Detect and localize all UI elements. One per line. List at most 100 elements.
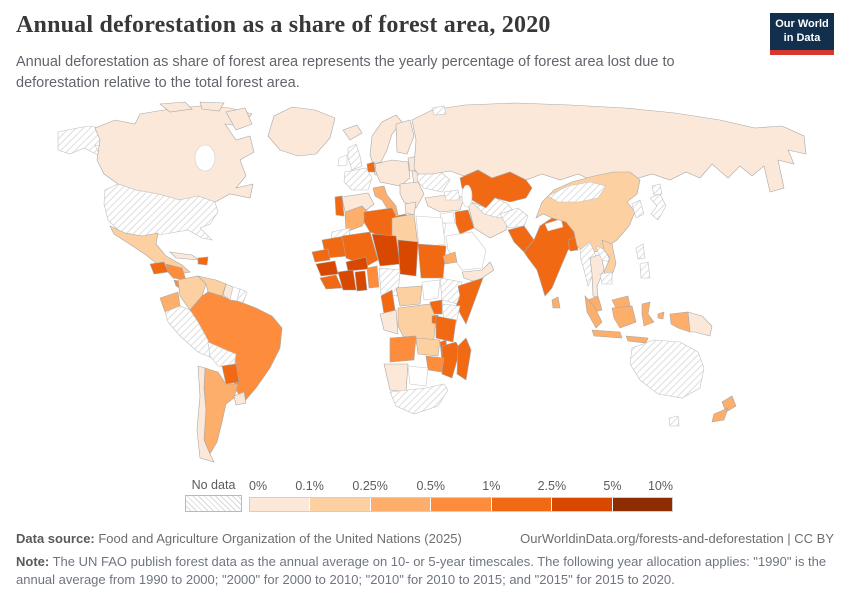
country-cambodia[interactable] [600,272,612,284]
country-canada-baffin[interactable] [226,108,252,130]
legend-bin[interactable] [611,498,672,511]
country-ireland[interactable] [338,155,347,166]
legend-bin[interactable] [551,498,612,511]
legend-bin[interactable] [430,498,491,511]
country-united-kingdom[interactable] [348,144,362,170]
country-france[interactable] [344,168,372,190]
country-canada-islands-1[interactable] [160,102,192,112]
country-chad[interactable] [398,240,418,276]
country-bangladesh[interactable] [568,237,578,251]
country-mali[interactable] [342,232,378,266]
country-somalia[interactable] [456,278,483,324]
country-indonesia-moluccas[interactable] [658,312,664,319]
owid-url-link[interactable]: OurWorldinData.org/forests-and-deforesta… [520,531,834,546]
owid-logo-line2: in Data [783,31,821,44]
country-netherlands[interactable] [367,162,375,172]
country-japan-honshu[interactable] [650,194,666,220]
country-greenland[interactable] [268,107,335,156]
country-paraguay[interactable] [222,364,239,384]
legend-bin[interactable] [490,498,552,511]
chart-subtitle: Annual deforestation as share of forest … [16,54,675,91]
country-papua-new-guinea[interactable] [688,312,712,336]
country-zambia[interactable] [416,338,440,356]
country-botswana[interactable] [408,366,428,386]
legend-bin[interactable] [309,498,370,511]
country-cote-divoire[interactable] [338,270,356,290]
country-angola[interactable] [390,336,416,362]
country-indonesia-java[interactable] [592,330,622,338]
country-eritrea[interactable] [443,252,457,264]
country-niger[interactable] [372,234,400,266]
country-south-africa[interactable] [390,384,448,414]
country-indonesia-west-papua[interactable] [670,312,690,332]
country-kazakhstan[interactable] [460,170,532,208]
datasource-text: Food and Agriculture Organization of the… [94,531,462,546]
country-yemen-oman[interactable] [462,262,494,282]
note-label: Note: [16,554,50,569]
country-nepal[interactable] [545,219,563,231]
country-uruguay[interactable] [234,392,246,405]
owid-logo[interactable]: Our World in Data [770,13,834,55]
country-sri-lanka[interactable] [552,297,560,308]
country-cuba[interactable] [170,252,199,260]
country-madagascar[interactable] [457,338,471,380]
country-indonesia-lesser-sunda[interactable] [626,336,648,343]
country-afghanistan[interactable] [500,208,528,228]
country-new-zealand-south[interactable] [712,408,728,422]
country-tanzania[interactable] [436,316,456,342]
country-ghana[interactable] [355,271,367,291]
country-new-zealand-north[interactable] [722,396,736,412]
legend-bin[interactable] [369,498,431,511]
country-central-europe[interactable] [375,160,410,186]
country-indonesia-sumatra[interactable] [585,296,602,328]
legend-no-data-swatch[interactable] [185,495,242,512]
country-honduras-nicaragua[interactable] [166,264,186,280]
hudson-bay [194,144,216,172]
country-caucasus[interactable] [444,190,460,200]
world-map-svg [40,100,810,478]
country-sudan[interactable] [418,244,446,278]
legend-tick: 10% [647,479,673,493]
country-sierra-leone-liberia[interactable] [320,275,342,289]
country-philippines-2[interactable] [640,262,650,278]
map-legend: No data 0% 0.1% 0.25% 0.5% 1% 2.5% 5% 10% [185,478,673,512]
country-finland[interactable] [396,120,414,154]
country-senegal[interactable] [312,249,330,262]
country-dominican-republic[interactable] [198,257,208,265]
country-egypt[interactable] [416,216,445,248]
country-svalbard[interactable] [432,106,446,115]
country-iceland[interactable] [343,125,362,140]
country-korea[interactable] [632,200,644,218]
legend-no-data-label: No data [191,478,236,492]
country-south-sudan[interactable] [422,280,440,300]
page-title: Annual deforestation as a share of fores… [16,12,551,38]
country-canada-islands-2[interactable] [200,102,224,111]
country-iraq[interactable] [455,210,474,234]
legend-bin[interactable] [250,498,310,511]
legend-tick: 2.5% [537,479,567,493]
legend-no-data[interactable]: No data [185,478,242,512]
country-indonesia-borneo[interactable] [612,306,636,328]
legend-bar [249,497,673,512]
country-indonesia-sulawesi[interactable] [642,302,654,326]
caspian-sea [461,184,473,208]
country-namibia[interactable] [384,364,408,392]
country-portugal[interactable] [335,196,344,216]
country-saudi-arabia[interactable] [446,232,486,270]
country-zimbabwe[interactable] [426,356,444,372]
country-chile[interactable] [197,366,214,462]
country-greece[interactable] [405,202,416,215]
country-gabon-congo[interactable] [380,310,398,334]
country-spain[interactable] [342,193,374,215]
country-tasmania[interactable] [669,416,679,426]
legend-tick: 0.25% [352,479,388,493]
country-guinea[interactable] [316,261,338,276]
country-australia[interactable] [630,340,704,398]
country-mongolia[interactable] [548,182,606,202]
country-japan-hokkaido[interactable] [652,184,662,195]
country-togo-benin[interactable] [367,266,379,288]
country-philippines-1[interactable] [636,244,645,259]
country-mexico[interactable] [110,226,190,274]
country-central-african-republic[interactable] [396,286,422,306]
